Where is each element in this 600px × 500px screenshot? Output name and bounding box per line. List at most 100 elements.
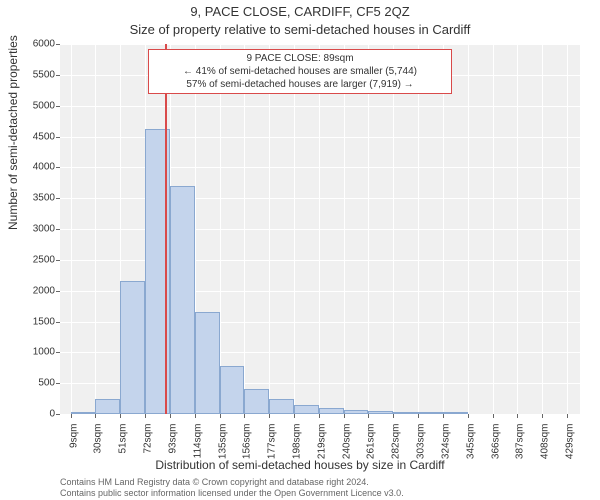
gridline-v <box>319 44 320 414</box>
histogram-bar <box>195 312 220 414</box>
ytick-mark <box>56 137 60 138</box>
xtick-label: 324sqm <box>440 424 451 474</box>
xtick-label: 156sqm <box>242 424 253 474</box>
gridline-h <box>60 137 580 138</box>
xtick-mark <box>95 414 96 418</box>
histogram-bar <box>319 408 344 414</box>
xtick-mark <box>170 414 171 418</box>
xtick-label: 72sqm <box>143 424 154 474</box>
ytick-label: 2500 <box>15 254 55 265</box>
annotation-line: 9 PACE CLOSE: 89sqm <box>155 52 445 65</box>
ytick-label: 500 <box>15 378 55 389</box>
gridline-h <box>60 106 580 107</box>
xtick-label: 387sqm <box>515 424 526 474</box>
gridline-h <box>60 260 580 261</box>
xtick-label: 282sqm <box>391 424 402 474</box>
xtick-mark <box>319 414 320 418</box>
histogram-bar <box>95 399 120 414</box>
histogram-bar <box>269 399 294 414</box>
annotation-line: 57% of semi-detached houses are larger (… <box>155 78 445 91</box>
xtick-label: 366sqm <box>490 424 501 474</box>
histogram-bar <box>418 412 443 414</box>
gridline-v <box>244 44 245 414</box>
xtick-label: 9sqm <box>68 424 79 474</box>
xtick-mark <box>220 414 221 418</box>
plot-area: 9 PACE CLOSE: 89sqm← 41% of semi-detache… <box>60 44 580 414</box>
gridline-h <box>60 229 580 230</box>
xtick-mark <box>542 414 543 418</box>
gridline-v <box>368 44 369 414</box>
xtick-mark <box>468 414 469 418</box>
xtick-label: 219sqm <box>316 424 327 474</box>
xtick-label: 240sqm <box>341 424 352 474</box>
gridline-h <box>60 414 580 415</box>
xtick-label: 429sqm <box>565 424 576 474</box>
gridline-v <box>220 44 221 414</box>
gridline-v <box>542 44 543 414</box>
ytick-label: 3500 <box>15 193 55 204</box>
ytick-mark <box>56 291 60 292</box>
footnote-line2: Contains public sector information licen… <box>60 488 404 498</box>
chart-title: Size of property relative to semi-detach… <box>0 22 600 37</box>
histogram-bar <box>344 410 369 414</box>
histogram-bar <box>368 411 393 414</box>
xtick-mark <box>244 414 245 418</box>
xtick-mark <box>294 414 295 418</box>
xtick-mark <box>195 414 196 418</box>
xtick-mark <box>269 414 270 418</box>
xtick-label: 303sqm <box>416 424 427 474</box>
gridline-h <box>60 198 580 199</box>
xtick-mark <box>567 414 568 418</box>
xtick-mark <box>71 414 72 418</box>
gridline-v <box>517 44 518 414</box>
xtick-mark <box>443 414 444 418</box>
gridline-v <box>269 44 270 414</box>
ytick-mark <box>56 229 60 230</box>
ytick-label: 1000 <box>15 347 55 358</box>
histogram-bar <box>170 186 195 414</box>
ytick-label: 2000 <box>15 285 55 296</box>
gridline-h <box>60 167 580 168</box>
gridline-v <box>344 44 345 414</box>
ytick-mark <box>56 106 60 107</box>
ytick-label: 5000 <box>15 100 55 111</box>
ytick-mark <box>56 75 60 76</box>
histogram-bar <box>220 366 245 414</box>
gridline-v <box>468 44 469 414</box>
xtick-label: 198sqm <box>292 424 303 474</box>
histogram-bar <box>294 405 319 414</box>
ytick-mark <box>56 383 60 384</box>
xtick-mark <box>493 414 494 418</box>
xtick-mark <box>393 414 394 418</box>
ytick-mark <box>56 414 60 415</box>
gridline-v <box>418 44 419 414</box>
ytick-mark <box>56 167 60 168</box>
xtick-mark <box>120 414 121 418</box>
footnote-line1: Contains HM Land Registry data © Crown c… <box>60 477 369 487</box>
ytick-mark <box>56 44 60 45</box>
gridline-h <box>60 44 580 45</box>
gridline-v <box>567 44 568 414</box>
xtick-label: 345sqm <box>465 424 476 474</box>
histogram-bar <box>244 389 269 414</box>
xtick-label: 135sqm <box>217 424 228 474</box>
annotation-line: ← 41% of semi-detached houses are smalle… <box>155 65 445 78</box>
gridline-v <box>443 44 444 414</box>
xtick-label: 177sqm <box>267 424 278 474</box>
chart-container: 9, PACE CLOSE, CARDIFF, CF5 2QZ Size of … <box>0 0 600 500</box>
xtick-mark <box>344 414 345 418</box>
xtick-label: 114sqm <box>192 424 203 474</box>
ytick-label: 1500 <box>15 316 55 327</box>
histogram-bar <box>443 412 468 414</box>
ytick-label: 0 <box>15 409 55 420</box>
gridline-v <box>294 44 295 414</box>
xtick-mark <box>368 414 369 418</box>
xtick-label: 408sqm <box>540 424 551 474</box>
xtick-mark <box>418 414 419 418</box>
histogram-bar <box>120 281 145 414</box>
chart-supertitle: 9, PACE CLOSE, CARDIFF, CF5 2QZ <box>0 4 600 19</box>
ytick-mark <box>56 198 60 199</box>
ytick-label: 4500 <box>15 131 55 142</box>
xtick-mark <box>517 414 518 418</box>
xtick-mark <box>145 414 146 418</box>
